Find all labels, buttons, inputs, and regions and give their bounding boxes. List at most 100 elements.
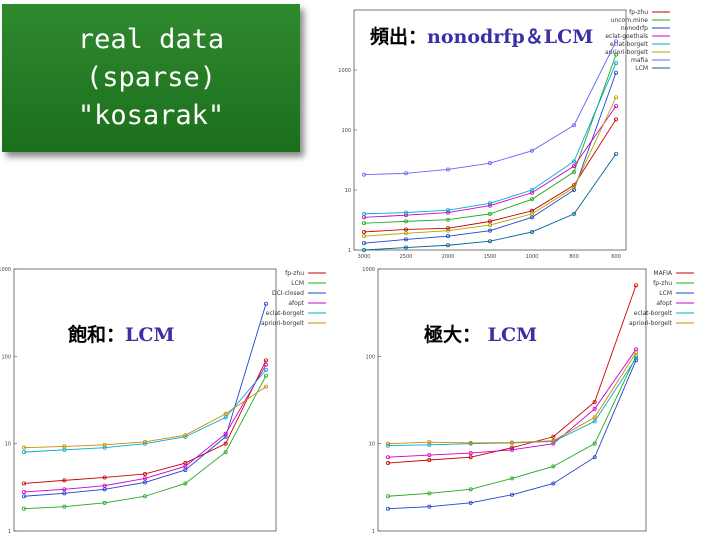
maximal-data-point <box>509 492 514 497</box>
frequent-legend-label: LCM <box>635 65 648 72</box>
chart-maximal-title: 極大： LCM <box>424 320 537 347</box>
frequent-data-point <box>487 203 492 208</box>
frequent-data-point <box>529 229 534 234</box>
closed-y-tick-label: 100 <box>1 354 11 360</box>
closed-data-point <box>183 433 188 438</box>
closed-data-point <box>21 450 26 455</box>
maximal-data-point <box>592 441 597 446</box>
maximal-data-point <box>468 451 473 456</box>
frequent-data-point <box>571 185 576 190</box>
maximal-legend-label: LCM <box>659 290 672 297</box>
maximal-data-point <box>551 481 556 486</box>
maximal-data-point <box>385 441 390 446</box>
maximal-series-line <box>387 349 637 458</box>
closed-data-point <box>223 441 228 446</box>
frequent-data-point <box>362 247 367 252</box>
frequent-data-point <box>529 148 534 153</box>
frequent-data-point <box>404 213 409 218</box>
frequent-data-point <box>362 211 367 216</box>
frequent-series-line <box>363 72 617 244</box>
closed-data-point <box>223 415 228 420</box>
chart-closed: 1 10 100 1000 fp-zhu LCM DCI-closed afopt eclat-… <box>0 267 326 535</box>
closed-data-point <box>263 384 268 389</box>
frequent-data-point <box>487 219 492 224</box>
frequent-data-point <box>613 117 618 122</box>
maximal-data-point <box>468 487 473 492</box>
chart-frequent-title: 頻出：nonodrfp＆LCM <box>370 22 593 49</box>
maximal-data-point <box>385 506 390 511</box>
closed-data-point <box>62 444 67 449</box>
closed-data-point <box>142 476 147 481</box>
maximal-y-tick-label: 100 <box>365 354 375 360</box>
maximal-data-point <box>385 443 390 448</box>
closed-data-point <box>21 481 26 486</box>
frequent-data-point <box>529 190 534 195</box>
maximal-data-point <box>551 438 556 443</box>
closed-data-point <box>142 439 147 444</box>
frequent-data-point <box>404 231 409 236</box>
closed-y-tick-label: 1 <box>8 529 11 535</box>
maximal-data-point <box>592 399 597 404</box>
closed-series-line <box>23 360 267 484</box>
closed-data-point <box>183 464 188 469</box>
maximal-data-point <box>509 440 514 445</box>
maximal-data-point <box>427 440 432 445</box>
frequent-data-point <box>487 161 492 166</box>
frequent-data-point <box>404 219 409 224</box>
frequent-series-line <box>363 105 617 218</box>
chart-frequent: 1 10 100 1000 3000 2500 2000 1500 1000 800 600 fp-z… <box>338 9 670 260</box>
closed-data-point <box>183 481 188 486</box>
title-box: real data (sparse) "kosarak" <box>2 4 300 152</box>
frequent-series-line <box>363 119 617 233</box>
frequent-data-point <box>362 234 367 239</box>
closed-data-point <box>102 500 107 505</box>
frequent-data-point <box>613 151 618 156</box>
maximal-y-tick-label: 10 <box>369 442 375 448</box>
closed-data-point <box>102 487 107 492</box>
closed-plot-frame <box>13 268 277 532</box>
frequent-data-point <box>404 245 409 250</box>
frequent-x-tick-label: 2000 <box>442 254 455 260</box>
frequent-series-line <box>363 62 617 215</box>
maximal-data-point <box>385 455 390 460</box>
closed-data-point <box>263 362 268 367</box>
maximal-data-point <box>551 464 556 469</box>
maximal-y-tick-label: 1000 <box>362 267 375 273</box>
frequent-data-point <box>613 61 618 66</box>
frequent-series-line <box>363 41 617 176</box>
chart-frequent-title-suffix: nonodrfp＆LCM <box>427 26 594 48</box>
closed-data-point <box>223 411 228 416</box>
maximal-series-line <box>387 352 637 445</box>
frequent-data-point <box>613 70 618 75</box>
title-line-1: real data <box>77 24 225 55</box>
frequent-data-point <box>487 228 492 233</box>
chart-frequent-title-prefix: 頻出： <box>370 26 428 48</box>
maximal-data-point <box>427 453 432 458</box>
frequent-data-point <box>404 210 409 215</box>
closed-series-line <box>23 386 267 449</box>
maximal-data-point <box>633 356 638 361</box>
maximal-data-point <box>633 283 638 288</box>
chart-closed-title: 飽和：LCM <box>68 320 175 347</box>
closed-legend-label: DCI-closed <box>272 290 304 297</box>
frequent-data-point <box>362 221 367 226</box>
frequent-x-tick-label: 800 <box>569 254 579 260</box>
frequent-legend-label: nonodrfp <box>621 25 648 32</box>
frequent-data-point <box>446 234 451 239</box>
closed-series-line <box>23 364 267 493</box>
frequent-legend-label: eclat-borgelt <box>610 41 649 48</box>
maximal-data-point <box>427 442 432 447</box>
frequent-legend-label: mafia <box>631 57 648 64</box>
frequent-x-tick-label: 600 <box>611 254 621 260</box>
closed-data-point <box>223 450 228 455</box>
closed-data-point <box>62 487 67 492</box>
frequent-data-point <box>362 229 367 234</box>
closed-legend-label: LCM <box>291 280 304 287</box>
closed-legend-label: apriori-borgelt <box>261 320 305 327</box>
maximal-data-point <box>468 455 473 460</box>
frequent-data-point <box>487 223 492 228</box>
maximal-data-point <box>468 500 473 505</box>
closed-series-line <box>23 375 267 510</box>
closed-legend-label: eclat-borgelt <box>266 310 305 317</box>
